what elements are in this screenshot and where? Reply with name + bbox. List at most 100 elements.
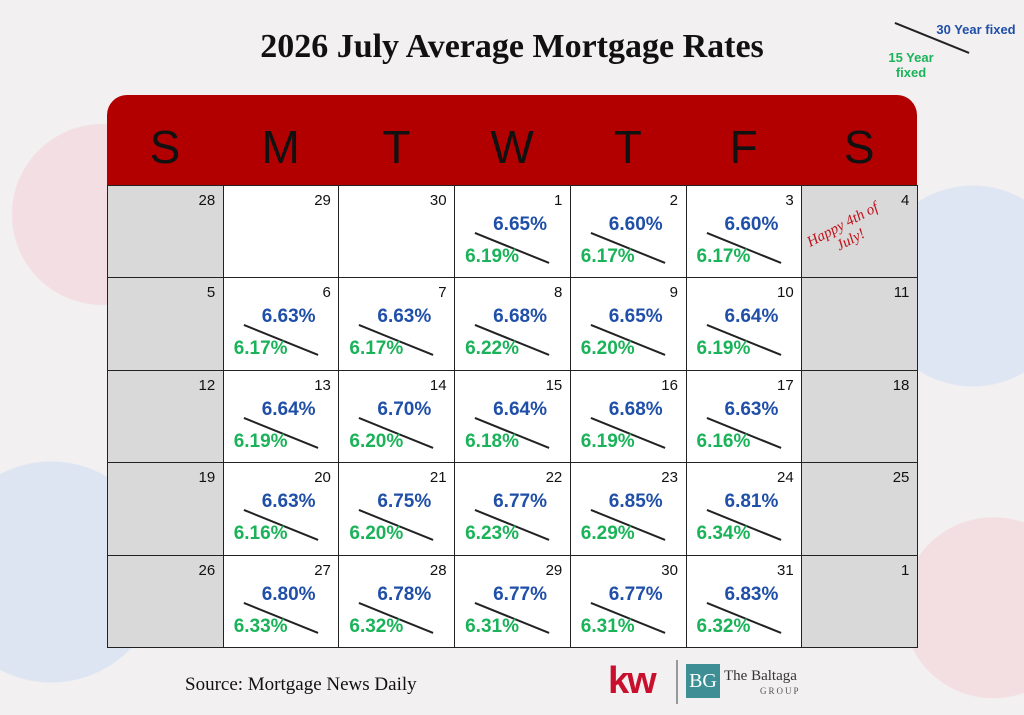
weekday: T [382, 121, 411, 173]
legend-30-year: 30 Year fixed [936, 22, 1016, 37]
day-cell: 3 6.60% 6.17% [685, 185, 803, 279]
rate-30-year: 6.63% [724, 398, 779, 420]
rate-30-year: 6.77% [493, 583, 547, 605]
kw-logo: kw [608, 660, 657, 702]
logo-divider [676, 660, 678, 704]
day-cell: 2 6.60% 6.17% [569, 185, 687, 279]
day-cell: 16 6.68% 6.19% [569, 369, 687, 464]
day-number: 8 [553, 284, 563, 302]
day-cell: 11 [801, 277, 919, 372]
day-cell: 29 6.77% 6.31% [454, 554, 572, 649]
day-number: 26 [198, 561, 216, 579]
day-cell: 12 [107, 369, 225, 464]
day-cell: 29 [222, 185, 340, 279]
day-cell: 22 6.77% 6.23% [454, 462, 572, 557]
day-cell: 30 [338, 185, 456, 279]
rate-15-year: 6.20% [349, 430, 404, 452]
day-cell: 13 6.64% 6.19% [222, 369, 340, 464]
day-cell: 4 Happy 4th of July! [801, 185, 919, 279]
rate-30-year: 6.60% [724, 214, 779, 235]
weekday: M [261, 121, 300, 173]
rate-30-year: 6.64% [261, 398, 316, 420]
rate-30-year: 6.78% [377, 583, 432, 605]
rate-15-year: 6.19% [465, 246, 519, 267]
rate-30-year: 6.65% [608, 306, 663, 328]
calendar-header [107, 95, 917, 185]
day-cell: 18 [801, 369, 919, 464]
day-number: 24 [777, 469, 794, 487]
rate-30-year: 6.68% [608, 398, 663, 420]
weekday: F [729, 121, 758, 173]
rate-15-year: 6.20% [349, 523, 404, 545]
day-number: 19 [198, 469, 216, 487]
rate-30-year: 6.63% [261, 306, 316, 328]
rate-15-year: 6.17% [349, 338, 404, 360]
rate-15-year: 6.16% [233, 523, 288, 545]
rate-15-year: 6.16% [696, 430, 751, 452]
weekday: S [149, 121, 181, 173]
rate-15-year: 6.18% [465, 430, 519, 452]
company-sub: Group [760, 686, 801, 696]
holiday-note: Happy 4th of July! [804, 199, 882, 255]
day-cell: 1 [801, 554, 919, 649]
rate-15-year: 6.17% [580, 246, 635, 267]
day-number: 29 [545, 561, 563, 579]
day-cell: 27 6.80% 6.33% [222, 554, 340, 649]
rate-30-year: 6.65% [493, 214, 547, 235]
day-number: 9 [669, 284, 678, 302]
rate-15-year: 6.17% [696, 246, 751, 267]
rate-15-year: 6.31% [580, 615, 635, 637]
day-number: 1 [901, 561, 910, 579]
rate-30-year: 6.64% [724, 306, 779, 328]
day-cell: 6 6.63% 6.17% [222, 277, 340, 372]
day-cell: 10 6.64% 6.19% [685, 277, 803, 372]
rate-30-year: 6.80% [261, 583, 316, 605]
day-number: 27 [314, 561, 331, 579]
rate-30-year: 6.75% [377, 491, 432, 513]
day-cell: 9 6.65% 6.20% [569, 277, 687, 372]
day-number: 20 [314, 469, 331, 487]
rate-15-year: 6.20% [580, 338, 635, 360]
rate-15-year: 6.17% [233, 338, 288, 360]
day-number: 31 [777, 561, 794, 579]
rate-30-year: 6.63% [261, 491, 316, 513]
day-number: 6 [322, 284, 331, 302]
rate-15-year: 6.32% [349, 615, 404, 637]
day-number: 12 [198, 376, 216, 394]
rate-15-year: 6.19% [696, 338, 751, 360]
day-number: 28 [198, 192, 216, 209]
day-number: 11 [893, 284, 910, 302]
rate-30-year: 6.64% [493, 398, 547, 420]
weekday: T [613, 121, 642, 173]
rate-30-year: 6.60% [608, 214, 663, 235]
rate-15-year: 6.19% [233, 430, 288, 452]
day-cell: 8 6.68% 6.22% [454, 277, 572, 372]
day-number: 30 [429, 192, 447, 209]
rate-30-year: 6.83% [724, 583, 779, 605]
day-number: 25 [892, 469, 910, 487]
day-number: 2 [669, 192, 678, 209]
day-number: 1 [553, 192, 563, 209]
day-cell: 15 6.64% 6.18% [454, 369, 572, 464]
day-cell: 31 6.83% 6.32% [685, 554, 803, 649]
day-cell: 25 [801, 462, 919, 557]
day-cell: 20 6.63% 6.16% [222, 462, 340, 557]
rate-15-year: 6.32% [696, 615, 751, 637]
day-number: 13 [314, 376, 331, 394]
company-name: The Baltaga [724, 668, 797, 684]
weekday: W [490, 121, 534, 173]
day-cell: 30 6.77% 6.31% [569, 554, 687, 649]
rate-30-year: 6.70% [377, 398, 432, 420]
day-number: 29 [314, 192, 331, 209]
bg-logo: BG [686, 664, 720, 698]
source: Source: Mortgage News Daily [185, 674, 417, 695]
day-number: 14 [429, 376, 447, 394]
day-cell: 1 6.65% 6.19% [454, 185, 572, 279]
day-number: 17 [777, 376, 794, 394]
day-cell: 24 6.81% 6.34% [685, 462, 803, 557]
legend-15-year: 15 Year fixed [888, 50, 934, 80]
day-cell: 28 [107, 185, 225, 279]
rate-15-year: 6.29% [580, 523, 635, 545]
weekday: S [843, 121, 875, 173]
